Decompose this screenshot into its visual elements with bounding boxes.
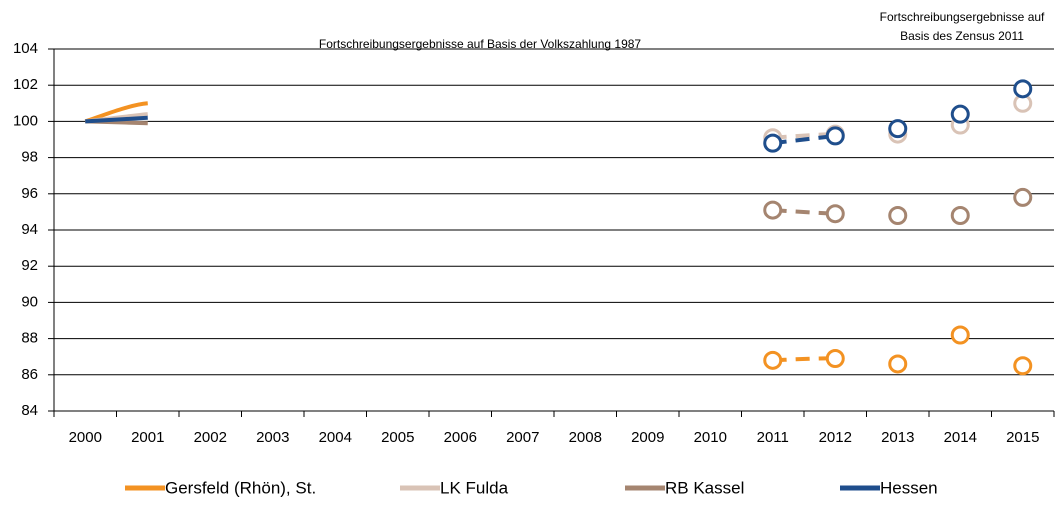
- x-tick-label: 2009: [631, 429, 664, 446]
- x-tick-label: 2002: [194, 429, 227, 446]
- marker: [1013, 187, 1033, 207]
- marker: [888, 354, 908, 374]
- y-tick-label: 96: [21, 185, 38, 202]
- marker: [950, 325, 970, 345]
- annotation: Basis des Zensus 2011: [900, 29, 1024, 43]
- marker: [888, 119, 908, 139]
- x-tick-label: 2004: [319, 429, 352, 446]
- x-tick-label: 2008: [569, 429, 602, 446]
- y-tick-label: 84: [21, 402, 38, 419]
- x-tick-label: 2006: [444, 429, 477, 446]
- marker: [950, 104, 970, 124]
- marker: [888, 206, 908, 226]
- marker: [763, 133, 783, 153]
- annotation: Fortschreibungsergebnisse auf: [880, 10, 1045, 24]
- annotation: Fortschreibungsergebnisse auf Basis der …: [319, 37, 642, 51]
- y-tick-label: 102: [13, 76, 38, 93]
- x-tick-label: 2007: [506, 429, 539, 446]
- marker: [825, 204, 845, 224]
- x-tick-label: 2003: [256, 429, 289, 446]
- y-tick-label: 92: [21, 257, 38, 274]
- legend-label: LK Fulda: [440, 478, 509, 497]
- legend-label: RB Kassel: [665, 478, 744, 497]
- legend-label: Gersfeld (Rhön), St.: [165, 478, 316, 497]
- y-tick-label: 98: [21, 149, 38, 166]
- x-tick-label: 2001: [131, 429, 164, 446]
- legend-label: Hessen: [880, 478, 938, 497]
- marker: [763, 200, 783, 220]
- x-tick-label: 2012: [819, 429, 852, 446]
- x-tick-label: 2015: [1006, 429, 1039, 446]
- x-tick-label: 2005: [381, 429, 414, 446]
- marker: [1013, 356, 1033, 376]
- y-tick-label: 94: [21, 221, 38, 238]
- x-tick-label: 2011: [757, 429, 789, 446]
- line: [85, 115, 148, 124]
- x-tick-label: 2014: [944, 429, 977, 446]
- x-tick-label: 2000: [69, 429, 102, 446]
- marker: [825, 126, 845, 146]
- y-tick-label: 88: [21, 330, 38, 347]
- y-tick-label: 104: [13, 40, 38, 57]
- marker: [763, 350, 783, 370]
- y-tick-label: 100: [13, 112, 38, 129]
- y-tick-label: 90: [21, 293, 38, 310]
- x-tick-label: 2013: [881, 429, 914, 446]
- marker: [1013, 79, 1033, 99]
- marker: [950, 206, 970, 226]
- x-tick-label: 2010: [694, 429, 727, 446]
- y-tick-label: 86: [21, 366, 38, 383]
- marker: [825, 349, 845, 369]
